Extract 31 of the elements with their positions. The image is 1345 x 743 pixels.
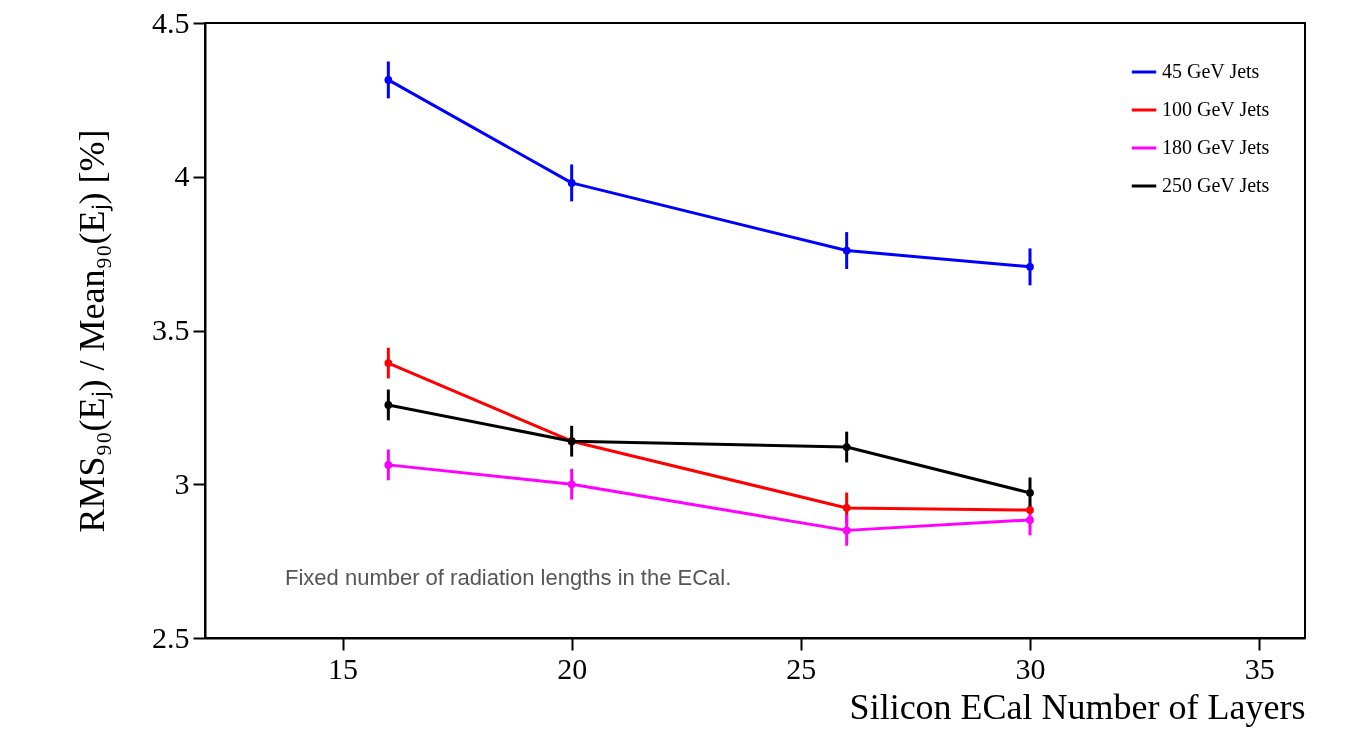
point: [1026, 516, 1034, 524]
y-tick-label: 4: [174, 159, 190, 193]
x-tick-label: 20: [557, 651, 588, 685]
y-axis-title: RMS₉₀(Eⱼ) / Mean₉₀(Eⱼ) [%]: [72, 129, 113, 533]
point: [842, 246, 851, 255]
point: [384, 461, 393, 469]
point: [1026, 506, 1034, 514]
y-tick-label: 3.5: [152, 313, 190, 346]
point: [842, 526, 851, 535]
point: [384, 401, 393, 409]
legend-label: 250 GeV Jets: [1162, 174, 1270, 196]
point: [384, 76, 393, 84]
point: [842, 443, 851, 451]
x-tick-label: 25: [786, 651, 817, 685]
point: [384, 359, 393, 367]
x-tick-label: 15: [328, 651, 358, 685]
point: [567, 179, 576, 187]
x-tick-label: 30: [1015, 651, 1046, 685]
point: [1026, 262, 1034, 271]
x-axis-title: Silicon ECal Number of Layers: [849, 686, 1306, 727]
y-tick-label: 2.5: [152, 620, 190, 654]
point: [1026, 488, 1034, 497]
legend-label: 45 GeV Jets: [1162, 60, 1260, 82]
point: [842, 504, 851, 512]
annotation: Fixed number of radiation lengths in the ECal.: [285, 565, 732, 590]
y-tick-label: 3: [174, 466, 190, 500]
point: [567, 480, 576, 489]
legend-label: 180 GeV Jets: [1162, 136, 1270, 158]
x-tick-label: 35: [1244, 651, 1275, 685]
y-tick-label: 4.5: [152, 5, 190, 39]
legend-label: 100 GeV Jets: [1162, 98, 1270, 120]
